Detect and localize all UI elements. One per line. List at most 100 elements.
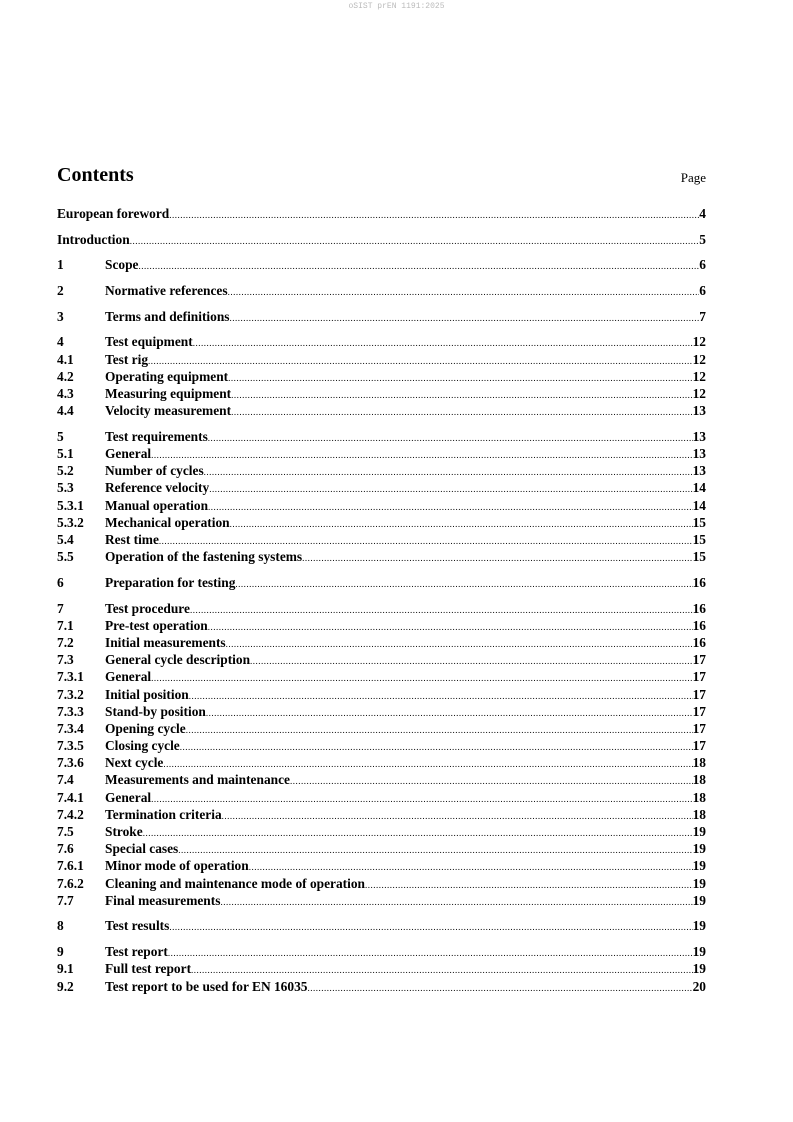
- toc-entry-page: 16: [692, 574, 706, 590]
- toc-entry[interactable]: 7.3.1 General 17: [57, 669, 706, 686]
- toc-entry[interactable]: 7.6 Special cases 19: [57, 841, 706, 858]
- toc-entry[interactable]: 7.4.1 General 18: [57, 790, 706, 807]
- toc-entry[interactable]: 4.3 Measuring equipment 12: [57, 386, 706, 403]
- toc-entry-page: 19: [692, 918, 706, 934]
- dot-leader: [230, 313, 700, 323]
- toc-entry[interactable]: 5.1 General 13: [57, 446, 706, 463]
- dot-leader: [228, 373, 692, 383]
- dot-leader: [168, 948, 693, 958]
- toc-entry-label: Test report to be used for EN 16035: [105, 978, 308, 994]
- toc-entry-number: 6: [57, 574, 64, 590]
- toc-entry[interactable]: 7.3.3 Stand-by position 17: [57, 704, 706, 721]
- toc-entry-page: 13: [692, 428, 706, 444]
- toc-entry-page: 13: [692, 403, 706, 419]
- toc-entry-label: Rest time: [105, 532, 159, 547]
- toc-entry-label: Measurements and maintenance: [105, 772, 290, 788]
- dot-leader: [231, 407, 693, 417]
- dot-leader: [208, 433, 693, 443]
- toc-entry-page: 6: [699, 257, 706, 273]
- dot-leader: [231, 390, 693, 400]
- toc-entry-label: Stand-by position: [105, 703, 206, 719]
- toc-entry-page: 12: [692, 386, 706, 401]
- dot-leader: [250, 656, 693, 666]
- toc-entry[interactable]: 7.3.4 Opening cycle 17: [57, 721, 706, 738]
- toc-group: European foreword 4: [57, 206, 706, 223]
- toc-entry-label: Normative references: [105, 283, 228, 299]
- toc-entry[interactable]: 8 Test results 19: [57, 918, 706, 935]
- toc-entry[interactable]: 4.1 Test rig 12: [57, 352, 706, 369]
- toc-entry-number: 4.2: [57, 368, 74, 384]
- toc-group: Introduction 5: [57, 232, 706, 249]
- toc-entry[interactable]: 5.5 Operation of the fastening systems 15: [57, 549, 706, 566]
- toc-entry[interactable]: 7.3 General cycle description 17: [57, 652, 706, 669]
- toc-entry-page: 5: [699, 231, 706, 247]
- dot-leader: [193, 338, 693, 348]
- toc-entry[interactable]: 7.3.5 Closing cycle 17: [57, 738, 706, 755]
- toc-entry[interactable]: 7.1 Pre-test operation 16: [57, 618, 706, 635]
- toc-entry[interactable]: 7.3.6 Next cycle 18: [57, 755, 706, 772]
- toc-entry-number: 7.3.4: [57, 720, 84, 736]
- toc-entry-page: 19: [692, 961, 706, 977]
- toc-entry[interactable]: 4 Test equipment 12: [57, 334, 706, 351]
- toc-entry-page: 12: [692, 334, 706, 350]
- toc-entry[interactable]: 7.6.1 Minor mode of operation 19: [57, 858, 706, 875]
- toc-entry-page: 17: [692, 720, 706, 736]
- toc-entry[interactable]: 7.4.2 Termination criteria 18: [57, 807, 706, 824]
- dot-leader: [189, 691, 693, 701]
- dot-leader: [178, 845, 692, 855]
- dot-leader: [302, 553, 692, 563]
- toc-entry-page: 19: [692, 858, 706, 874]
- toc-entry-page: 19: [692, 841, 706, 857]
- toc-entry-number: 3: [57, 308, 64, 324]
- toc-entry[interactable]: 7 Test procedure 16: [57, 601, 706, 618]
- dot-leader: [143, 828, 693, 838]
- toc-entry-number: 8: [57, 918, 64, 934]
- toc-entry[interactable]: 7.6.2 Cleaning and maintenance mode of op…: [57, 876, 706, 893]
- toc-entry-label: Test results: [105, 918, 170, 934]
- dot-leader: [206, 708, 693, 718]
- dot-leader: [130, 236, 700, 246]
- toc-entry[interactable]: 3 Terms and definitions 7: [57, 309, 706, 326]
- toc-entry-label: Initial measurements: [105, 634, 226, 650]
- toc-entry[interactable]: 5.3.2 Mechanical operation 15: [57, 515, 706, 532]
- toc-entry[interactable]: 4.2 Operating equipment 12: [57, 369, 706, 386]
- toc-entry[interactable]: European foreword 4: [57, 206, 706, 223]
- dot-leader: [365, 880, 693, 890]
- toc-group: 5 Test requirements 13 5.1 General 13 5.2 Numbe…: [57, 429, 706, 567]
- toc-entry[interactable]: 9.1 Full test report 19: [57, 961, 706, 978]
- toc-entry[interactable]: 5.3.1 Manual operation 14: [57, 498, 706, 515]
- toc-entry[interactable]: 5.2 Number of cycles 13: [57, 463, 706, 480]
- toc-entry[interactable]: 7.3.2 Initial position 17: [57, 687, 706, 704]
- dot-leader: [180, 742, 693, 752]
- toc-entry-page: 14: [692, 480, 706, 496]
- toc-entry[interactable]: 9 Test report 19: [57, 944, 706, 961]
- toc-entry[interactable]: 6 Preparation for testing 16: [57, 575, 706, 592]
- toc-entry-number: 7.3.1: [57, 669, 84, 685]
- dot-leader: [169, 210, 699, 220]
- toc-entry[interactable]: 7.4 Measurements and maintenance 18: [57, 772, 706, 789]
- dot-leader: [208, 622, 693, 632]
- toc-entry[interactable]: 7.5 Stroke 19: [57, 824, 706, 841]
- watermark: oSIST prEN 1191:2025: [348, 2, 445, 11]
- toc-entry[interactable]: 1 Scope 6: [57, 257, 706, 274]
- toc-entry[interactable]: Introduction 5: [57, 232, 706, 249]
- toc-entry-page: 18: [692, 772, 706, 788]
- toc-entry-page: 18: [692, 755, 706, 771]
- toc-entry[interactable]: 5.3 Reference velocity 14: [57, 480, 706, 497]
- toc-entry-page: 14: [692, 497, 706, 513]
- toc-entry[interactable]: 2 Normative references 6: [57, 283, 706, 300]
- toc-entry-number: 7.4.1: [57, 789, 84, 805]
- toc-entry-label: Test equipment: [105, 334, 193, 350]
- toc-entry[interactable]: 5 Test requirements 13: [57, 429, 706, 446]
- toc-entry[interactable]: 7.2 Initial measurements 16: [57, 635, 706, 652]
- toc-group: 3 Terms and definitions 7: [57, 309, 706, 326]
- toc-entry-page: 19: [692, 824, 706, 839]
- dot-leader: [148, 356, 693, 366]
- toc-entry-label: Mechanical operation: [105, 514, 230, 530]
- toc-entry[interactable]: 4.4 Velocity measurement 13: [57, 403, 706, 420]
- toc-entry[interactable]: 9.2 Test report to be used for EN 16035 20: [57, 979, 706, 996]
- dot-leader: [208, 502, 693, 512]
- toc-entry[interactable]: 5.4 Rest time 15: [57, 532, 706, 549]
- toc-entry[interactable]: 7.7 Final measurements 19: [57, 893, 706, 910]
- table-of-contents: European foreword 4 Introduction 5 1 Scope 6 2 N…: [57, 206, 706, 1004]
